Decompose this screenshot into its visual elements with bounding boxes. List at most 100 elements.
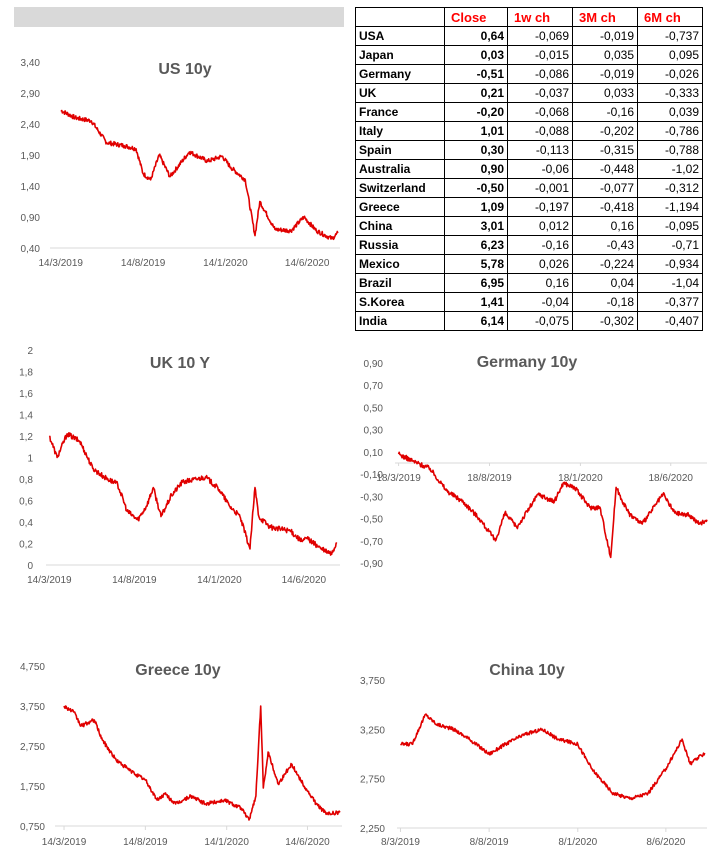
close-cell: 0,30 [445,141,508,160]
table-row: France -0,20 -0,068 -0,16 0,039 [356,103,703,122]
table-header-row: Close 1w ch 3M ch 6M ch [356,8,703,27]
change-3m-cell: -0,302 [573,312,638,331]
change-6m-cell: -0,934 [638,255,703,274]
y-tick-label: 3,750 [20,702,45,713]
change-1w-cell: -0,075 [508,312,573,331]
y-tick-label: 2,90 [21,89,41,100]
change-6m-cell: -1,04 [638,274,703,293]
y-tick-label: 0,750 [20,822,45,833]
chart-china-10y: China 10y 2,250 2,750 3,250 3,750 8/3/2019 8/8… [355,650,722,860]
table-row: Germany -0,51 -0,086 -0,019 -0,026 [356,65,703,84]
country-cell: Italy [356,122,445,141]
x-tick-label: 14/3/2019 [39,258,84,269]
header-bar [14,7,344,27]
table-row: Switzerland -0,50 -0,001 -0,077 -0,312 [356,179,703,198]
chart-uk-10y: UK 10 Y 0 0,2 0,4 0,6 0,8 1 1,2 1,4 1,6 1,8 2 14/3/2… [0,340,345,590]
country-cell: Australia [356,160,445,179]
table-row: Mexico 5,78 0,026 -0,224 -0,934 [356,255,703,274]
country-cell: USA [356,27,445,46]
close-cell: 0,03 [445,46,508,65]
table-row: Russia 6,23 -0,16 -0,43 -0,71 [356,236,703,255]
column-header [356,8,445,27]
chart-greece-10y: Greece 10y 0,750 1,750 2,750 3,750 4,750 14/3/… [0,650,345,860]
y-tick-label: 2 [27,346,33,357]
close-cell: 0,21 [445,84,508,103]
y-tick-label: 2,40 [21,120,41,131]
y-tick-label: 0,30 [364,426,384,437]
change-6m-cell: -0,407 [638,312,703,331]
change-3m-cell: -0,315 [573,141,638,160]
close-cell: 0,90 [445,160,508,179]
close-cell: 6,14 [445,312,508,331]
change-1w-cell: -0,001 [508,179,573,198]
x-tick-label: 8/3/2019 [381,837,420,848]
country-cell: S.Korea [356,293,445,312]
change-6m-cell: 0,095 [638,46,703,65]
x-tick-label: 8/8/2019 [470,837,509,848]
change-3m-cell: -0,077 [573,179,638,198]
country-cell: Japan [356,46,445,65]
chart-us-10y: US 10y 0,40 0,90 1,40 1,90 2,40 2,90 3,40 14/3/2… [0,40,345,285]
country-cell: China [356,217,445,236]
y-tick-label: 3,750 [360,676,385,687]
y-tick-label: -0,70 [360,537,383,548]
y-tick-label: 1,6 [19,389,33,400]
close-cell: -0,50 [445,179,508,198]
series-line [401,714,705,799]
y-tick-label: -0,90 [360,559,383,570]
country-cell: Brazil [356,274,445,293]
y-tick-label: 1,90 [21,151,41,162]
y-tick-label: 1 [27,454,33,465]
change-6m-cell: -0,71 [638,236,703,255]
country-cell: Mexico [356,255,445,274]
y-tick-label: 2,750 [20,742,45,753]
change-3m-cell: -0,224 [573,255,638,274]
country-cell: Russia [356,236,445,255]
yield-table-body: USA 0,64 -0,069 -0,019 -0,737 Japan 0,03 -0,015… [356,27,703,331]
close-cell: 1,41 [445,293,508,312]
y-tick-label: 0,90 [364,359,384,370]
change-3m-cell: 0,04 [573,274,638,293]
country-cell: Spain [356,141,445,160]
y-tick-label: 1,40 [21,182,41,193]
chart-title: China 10y [489,662,565,679]
table-row: S.Korea 1,41 -0,04 -0,18 -0,377 [356,293,703,312]
y-tick-label: 3,40 [21,58,41,69]
y-tick-label: 3,250 [360,725,385,736]
x-tick-label: 18/6/2020 [648,473,693,484]
chart-title: Germany 10y [477,354,578,371]
y-tick-label: 0,8 [19,475,33,486]
y-tick-label: 2,250 [360,824,385,835]
country-cell: India [356,312,445,331]
change-6m-cell: -0,026 [638,65,703,84]
x-tick-label: 14/3/2019 [42,837,87,848]
change-1w-cell: -0,16 [508,236,573,255]
y-tick-label: 4,750 [20,662,45,673]
table-row: India 6,14 -0,075 -0,302 -0,407 [356,312,703,331]
table-row: Spain 0,30 -0,113 -0,315 -0,788 [356,141,703,160]
table-row: Japan 0,03 -0,015 0,035 0,095 [356,46,703,65]
x-tick-label: 8/6/2020 [646,837,685,848]
y-tick-label: 0,10 [364,448,384,459]
close-cell: -0,20 [445,103,508,122]
change-1w-cell: -0,04 [508,293,573,312]
chart-title: UK 10 Y [150,355,211,372]
y-tick-label: 1,8 [19,368,33,379]
close-cell: 1,01 [445,122,508,141]
close-cell: 5,78 [445,255,508,274]
country-cell: UK [356,84,445,103]
change-6m-cell: -1,02 [638,160,703,179]
close-cell: 1,09 [445,198,508,217]
x-tick-label: 14/1/2020 [204,837,249,848]
change-6m-cell: -0,095 [638,217,703,236]
y-tick-label: 1,750 [20,782,45,793]
y-tick-label: 0,6 [19,497,33,508]
column-header-3m-change: 3M ch [573,8,638,27]
close-cell: -0,51 [445,65,508,84]
change-1w-cell: -0,086 [508,65,573,84]
chart-title: Greece 10y [135,662,221,679]
change-1w-cell: -0,06 [508,160,573,179]
column-header-1w-change: 1w ch [508,8,573,27]
x-tick-label: 18/3/2019 [376,473,421,484]
x-tick-label: 14/8/2019 [123,837,168,848]
